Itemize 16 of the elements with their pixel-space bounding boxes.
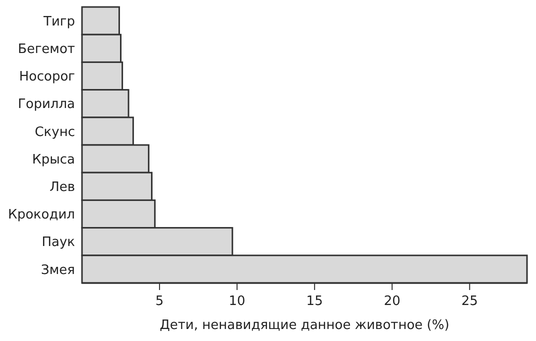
y-tick-label: Лев — [50, 180, 75, 195]
x-tick-label: 10 — [228, 294, 246, 309]
y-tick-label: Паук — [42, 235, 76, 250]
y-tick-label: Змея — [41, 262, 75, 278]
y-tick-label: Крокодил — [8, 208, 75, 223]
y-tick-label: Скунс — [34, 124, 75, 140]
x-tick-label: 20 — [384, 294, 400, 309]
y-tick-label: Крыса — [32, 152, 75, 168]
y-tick-label: Тигр — [42, 14, 75, 30]
x-axis-title: Дети, ненавидящие данное животное (%) — [160, 318, 450, 333]
y-tick-label: Горилла — [18, 97, 75, 112]
y-tick-label: Бегемот — [18, 42, 76, 57]
x-tick-label: 15 — [306, 294, 323, 309]
x-tick-label: 25 — [461, 294, 478, 309]
x-tick-label: 5 — [155, 294, 164, 309]
y-tick-label: Носорог — [19, 70, 76, 85]
